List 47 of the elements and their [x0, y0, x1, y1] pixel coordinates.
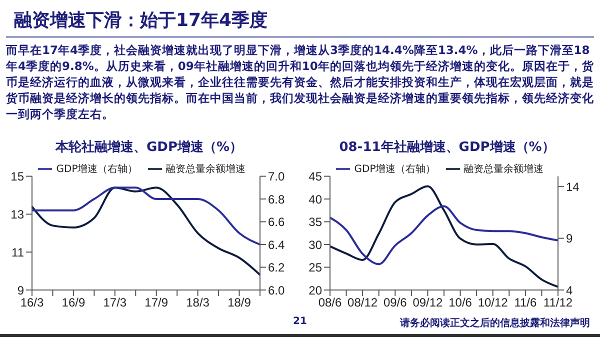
y2-tick-label: 6.6 — [268, 215, 286, 230]
y-tick-label: 45 — [308, 170, 322, 184]
line-series — [31, 186, 261, 246]
y-tick-label: 11 — [12, 245, 24, 260]
y2-tick-label: 9 — [566, 232, 573, 246]
chart-title: 本轮社融增速、GDP增速（%） — [54, 139, 244, 157]
text: 21 — [292, 316, 308, 327]
x-tick-label: 11/12 — [543, 296, 573, 310]
y-tick-label: 40 — [308, 192, 322, 206]
x-tick-label: 17/3 — [103, 296, 127, 310]
legend-label: GDP增速（右轴） — [56, 164, 138, 175]
y-tick-label: 15 — [10, 170, 24, 184]
y-tick-label: 30 — [308, 238, 322, 252]
y-tick-label: 9 — [17, 283, 24, 298]
line-series — [329, 185, 559, 288]
line-series — [329, 205, 559, 266]
x-tick-label: 08/12 — [348, 296, 378, 310]
x-tick-label: 18/3 — [186, 296, 210, 310]
legend-label: 融资总量余额增速 — [166, 164, 246, 175]
y2-tick-label: 6.8 — [268, 192, 286, 206]
chart-title: 08-11年社融增速、GDP增速（%） — [338, 139, 556, 157]
y2-tick-label: 4 — [566, 283, 573, 298]
x-tick-label: 16/3 — [20, 296, 44, 310]
text: 融资增速下滑：始于17年4季度 — [14, 9, 268, 32]
x-tick-label: 09/6 — [383, 296, 408, 310]
y2-tick-label: 14 — [566, 180, 580, 194]
x-tick-label: 09/12 — [412, 296, 444, 310]
x-tick-label: 17/9 — [144, 296, 168, 310]
x-tick-label: 11/6 — [514, 296, 537, 310]
x-tick-label: 08/6 — [318, 296, 342, 310]
y-tick-label: 25 — [308, 260, 322, 275]
x-tick-label: 10/6 — [448, 296, 472, 310]
y-tick-label: 13 — [10, 207, 24, 222]
y2-tick-label: 6.0 — [268, 283, 286, 298]
legend-label: GDP增速（右轴） — [354, 164, 436, 175]
x-tick-label: 10/12 — [478, 296, 508, 310]
text: 而早在17年4季度，社会融资增速就出现了明显下滑，增速从3季度的14.4%降至13.4%，此后一路下滑至18年4季度的9.8%。从历史来看，09年社融增速的回升和10年的回落也均领先于经济增速的变化。原因在于，货币是经济运行的血液，从微观来看，企业往往需要先有资金、然后才能安排投资和生产，体现在宏观层面，就是货币融资是经济增长的领先指标。而在中国当前，我们发现社会融资是经济增速的重要领先指标，领先经济变化一到两个季度左右。 — [6, 42, 594, 122]
y2-tick-label: 7.0 — [268, 170, 286, 184]
line-series — [31, 186, 261, 276]
x-tick-label: 18/9 — [228, 296, 252, 310]
y2-tick-label: 6.2 — [268, 260, 286, 275]
y-tick-label: 35 — [308, 215, 322, 230]
x-tick-label: 16/9 — [62, 296, 86, 310]
y-tick-label: 20 — [308, 283, 322, 298]
text: 请务必阅读正文之后的信息披露和法律声明 — [400, 316, 590, 330]
legend-label: 融资总量余额增速 — [464, 164, 544, 175]
y2-tick-label: 6.4 — [268, 238, 286, 252]
